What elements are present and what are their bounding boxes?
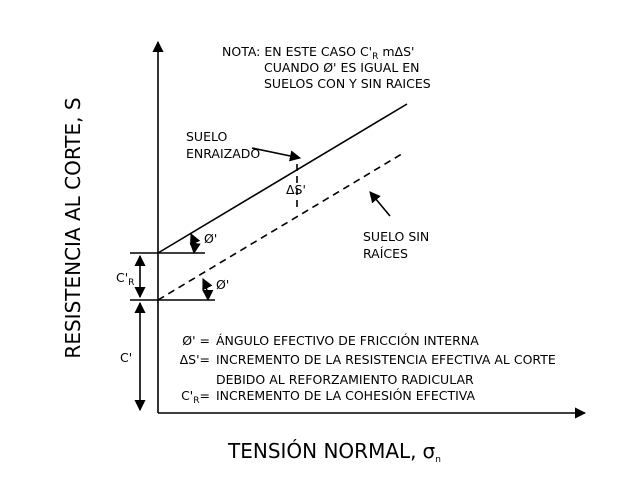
legend-symbol: Ø' = xyxy=(182,333,210,348)
note-line: NOTA: EN ESTE CASO C'R mΔS' xyxy=(222,44,414,62)
note-line: CUANDO Ø' ES IGUAL EN xyxy=(264,60,420,75)
unrooted-envelope xyxy=(157,151,406,301)
unrooted-pointer xyxy=(369,191,391,217)
label: RAÍCES xyxy=(363,246,408,261)
note-line: SUELOS CON Y SIN RAICES xyxy=(264,76,431,91)
label: C' xyxy=(120,350,132,365)
legend-symbol-part: C' xyxy=(181,388,193,403)
note-text: NOTA: EN ESTE CASO C' xyxy=(222,44,372,59)
sigma-sub: n xyxy=(435,455,441,465)
legend-text: ÁNGULO EFECTIVO DE FRICCIÓN INTERNA xyxy=(216,333,479,348)
angle-arc-2 xyxy=(202,277,214,302)
note-sub: R xyxy=(372,52,378,62)
label: C'R xyxy=(116,270,134,288)
legend-text: INCREMENTO DE LA RESISTENCIA EFECTIVA AL… xyxy=(216,352,556,367)
label: SUELO xyxy=(186,129,228,144)
cr-sub: R xyxy=(128,278,134,288)
label: ENRAIZADO xyxy=(186,146,260,161)
label: SUELO SIN xyxy=(363,229,429,244)
legend-symbol-part: = xyxy=(200,388,210,403)
y-axis-label: RESISTENCIA AL CORTE, S xyxy=(61,97,85,358)
label: Ø' xyxy=(204,231,217,246)
x-axis-label: TENSIÓN NORMAL, σn xyxy=(227,439,441,465)
sigma: σ xyxy=(423,439,436,463)
cr: C' xyxy=(116,270,128,285)
label: ΔS' xyxy=(286,182,306,197)
legend-symbol: C'R= xyxy=(181,388,210,406)
x-label-text: TENSIÓN NORMAL, xyxy=(227,439,417,463)
legend-text: INCREMENTO DE LA COHESIÓN EFECTIVA xyxy=(216,388,476,403)
legend-symbol-sub: R xyxy=(193,396,199,406)
rooted-envelope xyxy=(157,103,408,254)
angle-arc-1 xyxy=(189,232,201,255)
rooted-pointer xyxy=(251,147,302,162)
label: Ø' xyxy=(216,277,229,292)
legend-symbol: ΔS'= xyxy=(180,352,210,367)
note-text: mΔS' xyxy=(378,44,414,59)
legend-text: DEBIDO AL REFORZAMIENTO RADICULAR xyxy=(216,372,474,387)
